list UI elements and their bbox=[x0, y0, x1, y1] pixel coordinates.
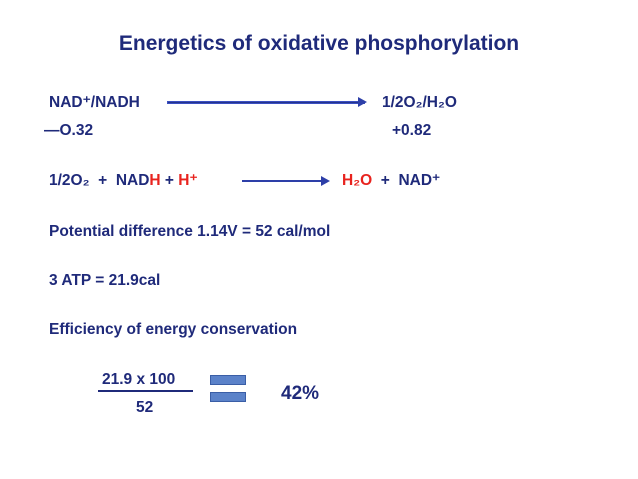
product-water: H₂O bbox=[342, 172, 373, 189]
reaction-left: 1/2O₂ + NADH + H⁺ bbox=[49, 173, 198, 189]
reactant-oxygen: 1/2O₂ bbox=[49, 172, 90, 189]
reaction-right: H₂O + NAD⁺ bbox=[342, 173, 440, 189]
plus-sign: + bbox=[164, 172, 174, 189]
product-nad-plus: NAD⁺ bbox=[398, 172, 441, 189]
equals-icon bbox=[210, 392, 246, 402]
efficiency-result: 42% bbox=[281, 383, 320, 404]
slide-title: Energetics of oxidative phosphorylation bbox=[118, 32, 520, 55]
reactant-proton: H⁺ bbox=[178, 172, 198, 189]
right-potential: +0.82 bbox=[392, 122, 432, 139]
equals-icon bbox=[210, 375, 246, 385]
left-potential: —O.32 bbox=[44, 122, 94, 139]
right-arrow-icon bbox=[167, 97, 367, 107]
fraction-numerator: 21.9 x 100 bbox=[102, 371, 176, 388]
plus-sign: + bbox=[98, 172, 108, 189]
efficiency-heading: Efficiency of energy conservation bbox=[49, 321, 298, 338]
potential-difference: Potential difference 1.14V = 52 cal/mol bbox=[49, 223, 331, 240]
couple-left: NAD⁺/NADH bbox=[49, 94, 140, 111]
reaction-arrow-icon bbox=[242, 176, 330, 186]
atp-yield: 3 ATP = 21.9cal bbox=[49, 272, 161, 289]
reactant-nad: NAD bbox=[115, 172, 150, 189]
fraction-denominator: 52 bbox=[136, 399, 154, 416]
couple-right: 1/2O₂/H₂O bbox=[382, 94, 457, 111]
fraction-bar bbox=[98, 390, 193, 392]
reactant-h-highlight: H bbox=[149, 172, 161, 189]
plus-sign: + bbox=[380, 172, 390, 189]
